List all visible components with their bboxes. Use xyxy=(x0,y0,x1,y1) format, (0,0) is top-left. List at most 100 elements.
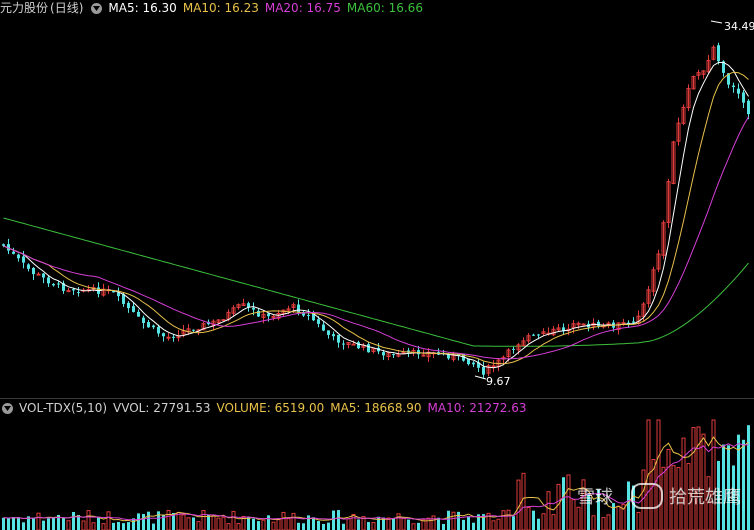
settings-toggle-icon[interactable] xyxy=(91,2,103,14)
candle-body xyxy=(701,70,706,75)
volume-bar xyxy=(176,511,181,530)
volume-bar xyxy=(322,523,325,530)
candle-body xyxy=(367,344,370,353)
volume-bar xyxy=(286,518,291,530)
vol-ma5-line xyxy=(3,436,749,523)
volume-bar xyxy=(192,517,195,530)
volume-bar xyxy=(162,514,165,530)
volume-bar xyxy=(696,426,701,530)
volume-bar xyxy=(32,517,35,530)
candle-body xyxy=(526,335,531,342)
candle-body xyxy=(12,251,15,254)
candle-body xyxy=(42,273,45,278)
volume-bar xyxy=(152,523,155,530)
candle-body xyxy=(482,367,485,375)
volume-bar xyxy=(186,517,191,530)
panel-divider xyxy=(0,398,754,399)
volume-bar xyxy=(392,518,395,530)
candle-body xyxy=(696,72,701,76)
volume-bar xyxy=(2,517,5,530)
candle-body xyxy=(621,322,626,325)
volume-bar xyxy=(727,445,730,530)
candle-body xyxy=(137,311,140,317)
volume-bar xyxy=(426,517,431,530)
candle-body xyxy=(651,269,656,292)
volume-bar xyxy=(482,514,485,530)
volume-bar xyxy=(556,483,561,530)
candle-body xyxy=(201,323,206,331)
candle-body xyxy=(666,181,671,223)
volume-bar xyxy=(472,522,475,530)
stock-name: 元力股份 xyxy=(0,1,49,15)
volume-bar xyxy=(346,518,351,530)
volume-bar xyxy=(236,523,241,530)
volume-bar xyxy=(112,522,115,530)
candle-body xyxy=(127,302,130,309)
volume-bar xyxy=(612,503,615,530)
low-label: 9.67 xyxy=(486,375,511,388)
volume-bar xyxy=(241,515,246,530)
candle-body xyxy=(646,289,651,304)
volume-bar xyxy=(361,516,366,530)
candle-body xyxy=(32,267,35,275)
vol-ma10-line xyxy=(3,443,749,521)
candle-body xyxy=(641,303,646,317)
volume-bar xyxy=(576,506,581,530)
candle-body xyxy=(581,323,586,326)
candle-body xyxy=(457,353,460,356)
volume-bar xyxy=(147,511,150,530)
candle-body xyxy=(532,334,535,336)
ma60-line xyxy=(3,217,749,347)
vvol-value: VVOL: 27791.53 xyxy=(113,401,211,415)
volume-bar xyxy=(371,522,376,530)
candle-body xyxy=(247,303,250,308)
volume-bar xyxy=(447,510,450,530)
volume-bar xyxy=(172,512,175,530)
candle-body xyxy=(342,343,345,345)
volume-bar xyxy=(211,515,216,530)
volume-bar xyxy=(722,444,725,530)
candle-body xyxy=(732,85,735,88)
volume-bar xyxy=(97,517,100,530)
volume-bar xyxy=(526,507,531,530)
candle-body xyxy=(747,100,750,115)
volume-bar xyxy=(57,514,60,530)
volume-bar xyxy=(616,505,621,530)
volume-legend: VOL-TDX(5,10) VVOL: 27791.53 VOLUME: 651… xyxy=(2,400,532,416)
volume-bar xyxy=(537,518,540,530)
volume-bar xyxy=(737,434,740,530)
candle-body xyxy=(302,312,305,316)
volume-bar xyxy=(106,511,111,530)
volume-bar xyxy=(281,511,286,530)
volume-bar xyxy=(636,511,641,530)
vol-indicator-label: VOL-TDX(5,10) xyxy=(19,401,108,415)
ma10-value: MA10: 16.23 xyxy=(182,1,259,15)
volume-bar xyxy=(382,517,385,530)
candle-body xyxy=(317,319,320,324)
candle-body xyxy=(192,329,195,331)
volume-bar xyxy=(271,521,276,530)
volume-bar xyxy=(377,516,380,530)
candle-body xyxy=(541,331,546,335)
candle-body xyxy=(261,313,266,318)
volume-bar xyxy=(671,465,676,530)
candle-body xyxy=(17,254,20,259)
candle-body xyxy=(382,352,385,356)
volume-bar xyxy=(231,510,236,530)
volume-bar xyxy=(467,516,470,530)
candle-body xyxy=(267,313,270,317)
volume-bar xyxy=(257,521,260,530)
volume-settings-icon[interactable] xyxy=(2,402,13,414)
volume-bar xyxy=(276,518,281,530)
volume-bar xyxy=(442,523,445,530)
volume-bar xyxy=(181,514,186,530)
volume-bar xyxy=(27,516,30,530)
volume-bar xyxy=(512,516,515,530)
volume-bar xyxy=(591,515,596,530)
candle-body xyxy=(597,321,600,326)
candle-body xyxy=(722,61,725,73)
volume-bar xyxy=(201,510,206,530)
volume-bars xyxy=(2,419,750,530)
volume-bar xyxy=(571,499,576,530)
